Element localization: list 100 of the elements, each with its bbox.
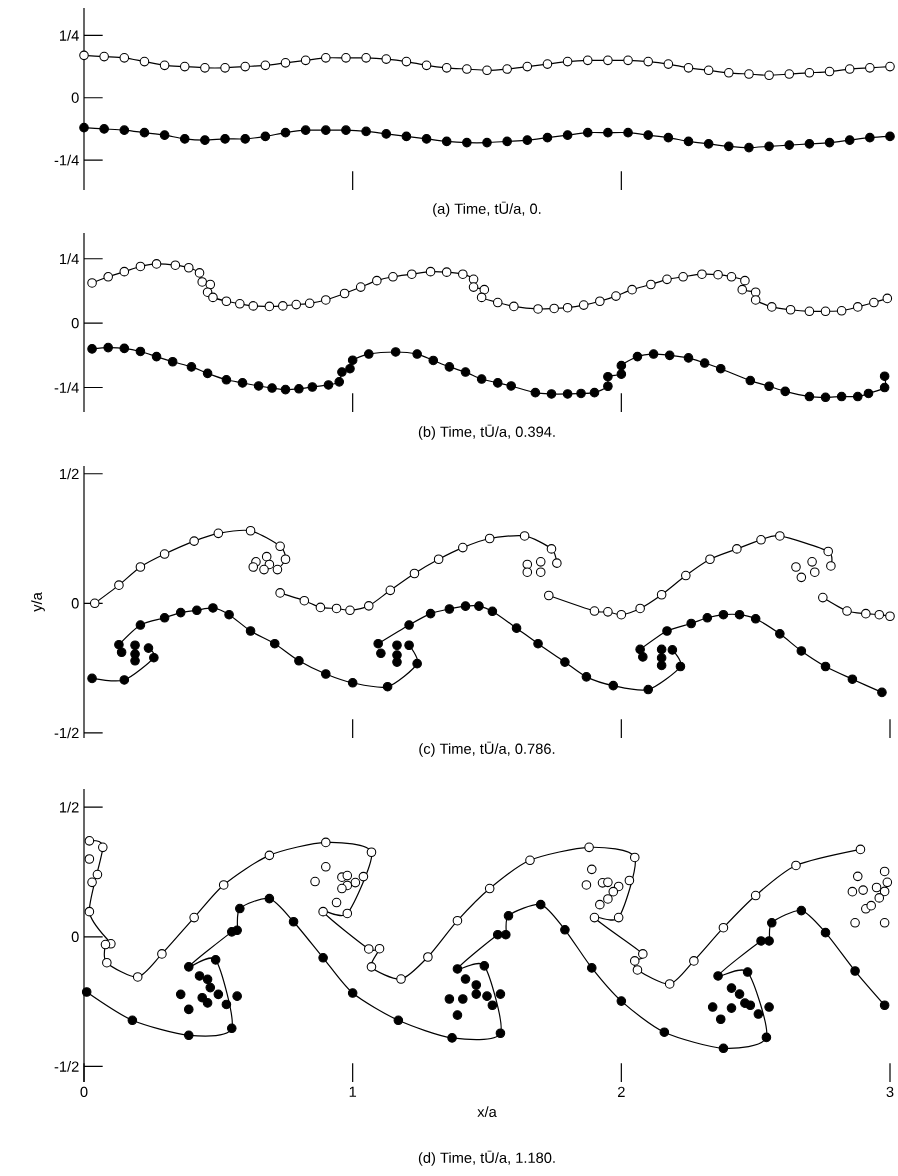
point bbox=[100, 939, 111, 950]
point bbox=[495, 1028, 506, 1039]
point bbox=[603, 55, 613, 66]
point bbox=[433, 554, 444, 565]
point bbox=[581, 880, 592, 890]
point bbox=[595, 899, 605, 910]
point bbox=[643, 130, 654, 140]
y-tick-label: -1/2 bbox=[54, 727, 79, 739]
point bbox=[347, 988, 358, 998]
point bbox=[170, 260, 181, 270]
point bbox=[87, 278, 97, 288]
point bbox=[200, 63, 210, 73]
point bbox=[307, 382, 318, 392]
point bbox=[116, 647, 127, 658]
point bbox=[697, 269, 707, 280]
point bbox=[476, 292, 487, 303]
point bbox=[522, 567, 533, 577]
point bbox=[784, 140, 795, 150]
point bbox=[79, 50, 89, 61]
point bbox=[785, 304, 796, 315]
x-tick-label: 2 bbox=[617, 1086, 625, 1097]
point bbox=[623, 55, 633, 66]
point bbox=[235, 903, 245, 914]
point bbox=[84, 906, 95, 917]
y-tick-label: 0 bbox=[71, 931, 79, 942]
point bbox=[764, 141, 774, 152]
point bbox=[643, 684, 654, 695]
point bbox=[562, 56, 573, 67]
point bbox=[460, 601, 471, 611]
point bbox=[879, 886, 890, 897]
point bbox=[396, 974, 406, 984]
point bbox=[192, 605, 202, 616]
point bbox=[119, 675, 130, 685]
point bbox=[775, 531, 785, 541]
point bbox=[844, 135, 855, 145]
point bbox=[542, 132, 553, 143]
point bbox=[616, 369, 627, 379]
point bbox=[718, 922, 729, 933]
point bbox=[560, 924, 570, 935]
point bbox=[382, 681, 393, 692]
point bbox=[847, 886, 858, 897]
point bbox=[820, 927, 831, 938]
y-tick-label: -1/4 bbox=[54, 154, 79, 166]
point bbox=[766, 917, 777, 928]
point bbox=[87, 344, 97, 354]
point bbox=[458, 542, 468, 553]
point bbox=[804, 139, 815, 149]
point bbox=[471, 980, 482, 990]
point bbox=[240, 134, 251, 144]
point bbox=[603, 127, 613, 138]
point bbox=[664, 350, 675, 361]
point bbox=[197, 277, 208, 287]
point bbox=[264, 301, 275, 312]
point bbox=[713, 269, 723, 280]
point bbox=[689, 956, 699, 966]
point bbox=[401, 56, 412, 67]
point bbox=[320, 125, 331, 135]
point bbox=[339, 288, 350, 299]
point bbox=[366, 962, 377, 972]
point bbox=[189, 536, 199, 546]
point bbox=[240, 61, 251, 72]
point bbox=[444, 604, 455, 614]
point bbox=[81, 987, 92, 997]
point bbox=[103, 271, 113, 282]
point bbox=[114, 639, 124, 650]
point bbox=[245, 626, 256, 636]
point bbox=[836, 305, 847, 316]
point bbox=[232, 925, 242, 936]
point bbox=[818, 592, 828, 603]
y-tick-label: 1/2 bbox=[60, 801, 79, 813]
point bbox=[205, 279, 216, 290]
point bbox=[462, 64, 472, 74]
point bbox=[291, 299, 302, 310]
point bbox=[820, 306, 831, 317]
point bbox=[764, 936, 774, 946]
point bbox=[643, 56, 654, 67]
point bbox=[224, 609, 234, 620]
point bbox=[522, 559, 533, 570]
point bbox=[648, 349, 659, 359]
point bbox=[460, 367, 471, 377]
point bbox=[320, 837, 331, 848]
point bbox=[482, 991, 492, 1001]
y-tick-label: 0 bbox=[71, 317, 79, 329]
point bbox=[401, 131, 412, 142]
point bbox=[355, 282, 366, 292]
point bbox=[409, 568, 420, 579]
point bbox=[589, 912, 600, 923]
point bbox=[560, 657, 570, 667]
point bbox=[589, 387, 600, 398]
point bbox=[248, 301, 259, 311]
point bbox=[458, 269, 468, 280]
point bbox=[734, 609, 745, 620]
point bbox=[764, 70, 774, 81]
point bbox=[502, 136, 512, 147]
point bbox=[511, 623, 522, 633]
point bbox=[175, 607, 186, 618]
point bbox=[629, 956, 640, 966]
point bbox=[608, 680, 619, 691]
point bbox=[726, 1003, 737, 1013]
point bbox=[844, 64, 855, 74]
